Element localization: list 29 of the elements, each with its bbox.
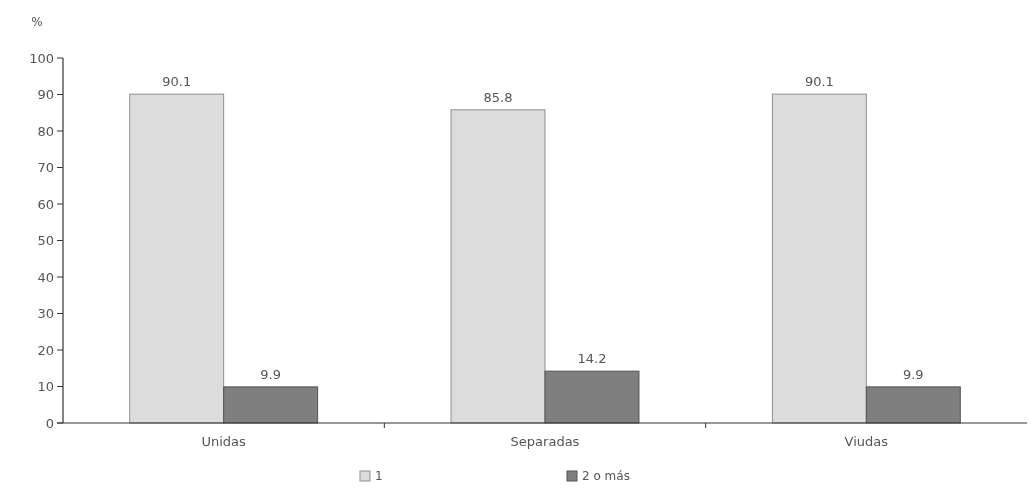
bar bbox=[223, 386, 319, 424]
y-tick-label: 10 bbox=[37, 379, 54, 395]
legend-label: 1 bbox=[375, 469, 383, 484]
x-tick-label: Unidas bbox=[201, 434, 247, 449]
y-tick-label: 100 bbox=[29, 50, 54, 66]
data-label: 90.1 bbox=[162, 74, 192, 90]
bar bbox=[544, 370, 640, 424]
y-tick-label: 60 bbox=[37, 196, 54, 212]
x-tick-label: Viudas bbox=[844, 434, 889, 449]
data-label: 85.8 bbox=[483, 89, 513, 105]
y-tick-label: 0 bbox=[45, 415, 54, 431]
y-tick-label: 70 bbox=[37, 160, 54, 176]
data-label: 14.2 bbox=[577, 351, 607, 367]
data-label: 9.9 bbox=[902, 366, 924, 382]
y-tick-label: 90 bbox=[37, 87, 54, 103]
bar bbox=[771, 93, 867, 424]
data-label: 90.1 bbox=[804, 74, 834, 90]
y-tick-label: 20 bbox=[37, 342, 54, 358]
x-tick-label: Separadas bbox=[510, 434, 580, 449]
bar bbox=[129, 93, 225, 424]
bar bbox=[450, 109, 546, 424]
legend-label: 2 o más bbox=[582, 469, 630, 484]
y-axis-title: % bbox=[31, 15, 43, 29]
y-tick-label: 40 bbox=[37, 269, 54, 285]
y-tick-label: 30 bbox=[37, 306, 54, 322]
y-tick-label: 80 bbox=[37, 123, 54, 139]
bar bbox=[865, 386, 961, 424]
data-label: 9.9 bbox=[260, 366, 281, 382]
y-tick-label: 50 bbox=[37, 233, 54, 249]
